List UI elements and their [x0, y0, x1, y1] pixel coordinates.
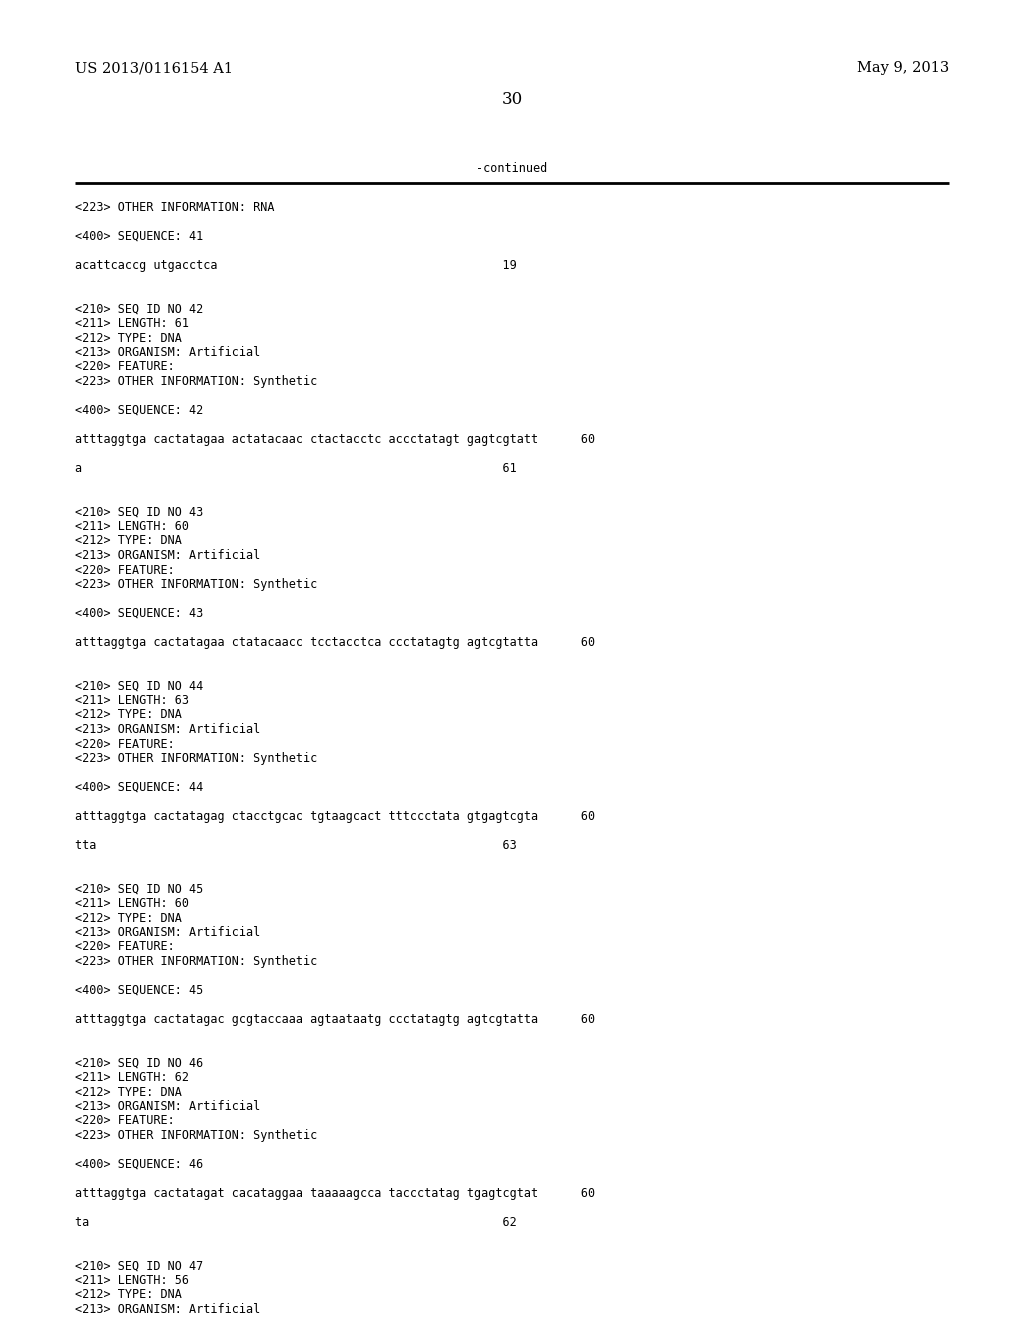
Text: May 9, 2013: May 9, 2013 [857, 61, 949, 75]
Text: US 2013/0116154 A1: US 2013/0116154 A1 [75, 61, 233, 75]
Text: <213> ORGANISM: Artificial: <213> ORGANISM: Artificial [75, 1303, 260, 1316]
Text: <212> TYPE: DNA: <212> TYPE: DNA [75, 535, 182, 548]
Text: ta                                                          62: ta 62 [75, 1216, 517, 1229]
Text: <213> ORGANISM: Artificial: <213> ORGANISM: Artificial [75, 723, 260, 737]
Text: tta                                                         63: tta 63 [75, 840, 517, 851]
Text: <211> LENGTH: 63: <211> LENGTH: 63 [75, 694, 189, 708]
Text: a                                                           61: a 61 [75, 462, 517, 475]
Text: atttaggtga cactatagac gcgtaccaaa agtaataatg ccctatagtg agtcgtatta      60: atttaggtga cactatagac gcgtaccaaa agtaata… [75, 1012, 595, 1026]
Text: <400> SEQUENCE: 45: <400> SEQUENCE: 45 [75, 983, 203, 997]
Text: <220> FEATURE:: <220> FEATURE: [75, 1114, 175, 1127]
Text: atttaggtga cactatagag ctacctgcac tgtaagcact tttccctata gtgagtcgta      60: atttaggtga cactatagag ctacctgcac tgtaagc… [75, 810, 595, 822]
Text: <211> LENGTH: 56: <211> LENGTH: 56 [75, 1274, 189, 1287]
Text: <211> LENGTH: 60: <211> LENGTH: 60 [75, 898, 189, 909]
Text: 30: 30 [502, 91, 522, 108]
Text: <211> LENGTH: 60: <211> LENGTH: 60 [75, 520, 189, 533]
Text: <211> LENGTH: 61: <211> LENGTH: 61 [75, 317, 189, 330]
Text: <210> SEQ ID NO 47: <210> SEQ ID NO 47 [75, 1259, 203, 1272]
Text: <210> SEQ ID NO 45: <210> SEQ ID NO 45 [75, 883, 203, 895]
Text: <223> OTHER INFORMATION: Synthetic: <223> OTHER INFORMATION: Synthetic [75, 578, 317, 591]
Text: <400> SEQUENCE: 42: <400> SEQUENCE: 42 [75, 404, 203, 417]
Text: <400> SEQUENCE: 43: <400> SEQUENCE: 43 [75, 607, 203, 620]
Text: <223> OTHER INFORMATION: RNA: <223> OTHER INFORMATION: RNA [75, 201, 274, 214]
Text: <213> ORGANISM: Artificial: <213> ORGANISM: Artificial [75, 549, 260, 562]
Text: <213> ORGANISM: Artificial: <213> ORGANISM: Artificial [75, 1100, 260, 1113]
Text: <212> TYPE: DNA: <212> TYPE: DNA [75, 1288, 182, 1302]
Text: <220> FEATURE:: <220> FEATURE: [75, 360, 175, 374]
Text: <210> SEQ ID NO 46: <210> SEQ ID NO 46 [75, 1056, 203, 1069]
Text: <223> OTHER INFORMATION: Synthetic: <223> OTHER INFORMATION: Synthetic [75, 1129, 317, 1142]
Text: <211> LENGTH: 62: <211> LENGTH: 62 [75, 1071, 189, 1084]
Text: -continued: -continued [476, 161, 548, 174]
Text: <400> SEQUENCE: 41: <400> SEQUENCE: 41 [75, 230, 203, 243]
Text: <210> SEQ ID NO 42: <210> SEQ ID NO 42 [75, 302, 203, 315]
Text: <213> ORGANISM: Artificial: <213> ORGANISM: Artificial [75, 346, 260, 359]
Text: <400> SEQUENCE: 44: <400> SEQUENCE: 44 [75, 781, 203, 795]
Text: <212> TYPE: DNA: <212> TYPE: DNA [75, 331, 182, 345]
Text: <400> SEQUENCE: 46: <400> SEQUENCE: 46 [75, 1158, 203, 1171]
Text: <220> FEATURE:: <220> FEATURE: [75, 738, 175, 751]
Text: <220> FEATURE:: <220> FEATURE: [75, 564, 175, 577]
Text: <223> OTHER INFORMATION: Synthetic: <223> OTHER INFORMATION: Synthetic [75, 954, 317, 968]
Text: <212> TYPE: DNA: <212> TYPE: DNA [75, 912, 182, 924]
Text: <220> FEATURE:: <220> FEATURE: [75, 940, 175, 953]
Text: <210> SEQ ID NO 43: <210> SEQ ID NO 43 [75, 506, 203, 519]
Text: <210> SEQ ID NO 44: <210> SEQ ID NO 44 [75, 680, 203, 693]
Text: atttaggtga cactatagaa ctatacaacc tcctacctca ccctatagtg agtcgtatta      60: atttaggtga cactatagaa ctatacaacc tcctacc… [75, 636, 595, 649]
Text: acattcaccg utgacctca                                        19: acattcaccg utgacctca 19 [75, 259, 517, 272]
Text: <212> TYPE: DNA: <212> TYPE: DNA [75, 709, 182, 722]
Text: <213> ORGANISM: Artificial: <213> ORGANISM: Artificial [75, 927, 260, 939]
Text: <212> TYPE: DNA: <212> TYPE: DNA [75, 1085, 182, 1098]
Text: atttaggtga cactatagat cacataggaa taaaaagcca taccctatag tgagtcgtat      60: atttaggtga cactatagat cacataggaa taaaaag… [75, 1187, 595, 1200]
Text: <223> OTHER INFORMATION: Synthetic: <223> OTHER INFORMATION: Synthetic [75, 752, 317, 766]
Text: <223> OTHER INFORMATION: Synthetic: <223> OTHER INFORMATION: Synthetic [75, 375, 317, 388]
Text: atttaggtga cactatagaa actatacaac ctactacctc accctatagt gagtcgtatt      60: atttaggtga cactatagaa actatacaac ctactac… [75, 433, 595, 446]
